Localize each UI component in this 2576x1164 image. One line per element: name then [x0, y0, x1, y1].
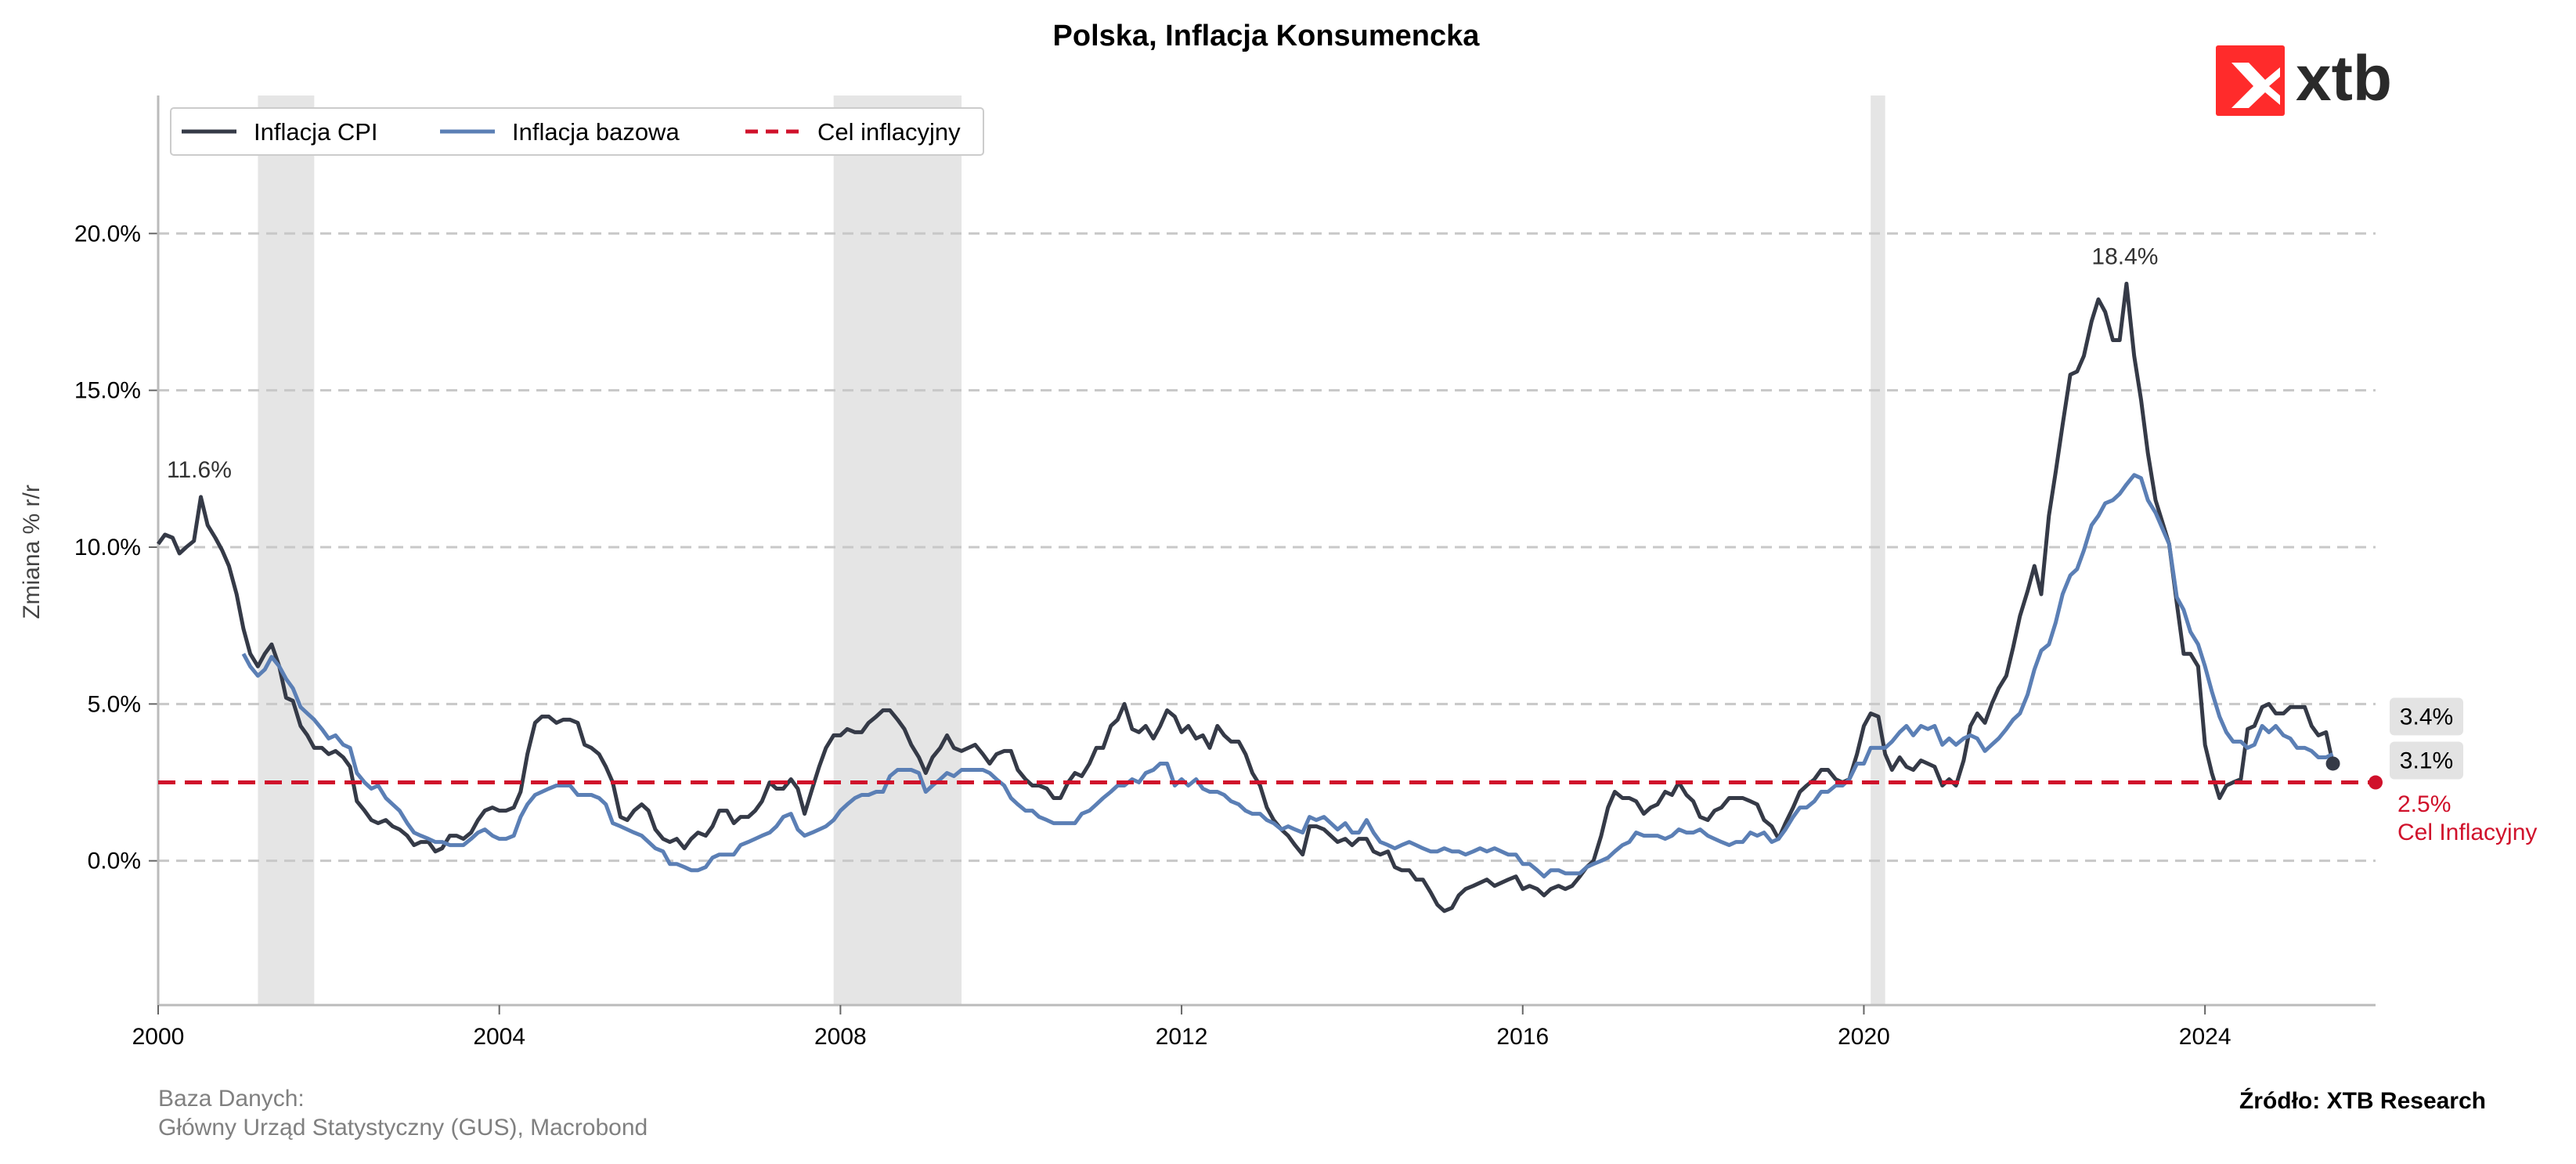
- legend-box: [170, 107, 984, 156]
- xtb-logo: xtb: [2216, 43, 2392, 116]
- legend-label-2: Inflacja bazowa: [512, 118, 680, 146]
- end-badge-text-2: 3.1%: [2400, 748, 2453, 773]
- shaded-period-1: [833, 95, 962, 1005]
- series-line-1: [156, 281, 2335, 914]
- annotations: 11.6% 18.4%: [167, 243, 2158, 482]
- y-tick-label: 15.0%: [74, 378, 141, 404]
- end-labels: 3.4% 3.1% 2.5% Cel Inflacyjny: [2390, 697, 2537, 845]
- y-axis-label: Zmiana % r/r: [19, 485, 45, 619]
- x-tick-label: 2000: [132, 1024, 185, 1050]
- axes: 0.0% 5.0% 10.0% 15.0% 20.0% 2000 2004 2008 2012 2…: [74, 95, 2376, 1050]
- x-tick-label: 2016: [1496, 1024, 1549, 1050]
- series-line-2: [241, 473, 2334, 879]
- x-tick-label: 2020: [1838, 1024, 1890, 1050]
- y-tick-label: 20.0%: [74, 221, 141, 247]
- peak-annotation-1: 11.6%: [167, 457, 232, 483]
- cpi-end-point: [2325, 756, 2340, 771]
- x-tick-label: 2008: [814, 1024, 867, 1050]
- footer-credit: Źródło: XTB Research: [2239, 1087, 2486, 1114]
- y-tick-label: 10.0%: [74, 535, 141, 560]
- peak-annotation-2: 18.4%: [2091, 243, 2158, 269]
- legend-label-3: Cel inflacyjny: [817, 118, 961, 146]
- chart-title: Polska, Inflacja Konsumencka: [1053, 20, 1481, 52]
- x-tick-label: 2004: [473, 1024, 525, 1050]
- x-tick-label: 2012: [1156, 1024, 1208, 1050]
- shaded-periods: [258, 95, 1885, 1005]
- target-name-label: Cel Inflacyjny: [2397, 820, 2537, 845]
- target-end-point: [2369, 775, 2383, 790]
- end-badge-2: [2390, 741, 2463, 780]
- y-tick-label: 0.0%: [88, 849, 141, 874]
- end-badge-text-1: 3.4%: [2400, 704, 2453, 730]
- shaded-period-2: [1871, 95, 1885, 1005]
- legend-label-1: Inflacja CPI: [254, 118, 378, 146]
- legend: Inflacja CPI Inflacja bazowa Cel inflacyjn…: [170, 107, 984, 156]
- x-tick-label: 2024: [2179, 1024, 2231, 1050]
- end-badge-1: [2390, 697, 2463, 736]
- series-layer: [156, 281, 2383, 914]
- xtb-logo-text: xtb: [2296, 43, 2392, 114]
- footer-source-title: Baza Danych:: [158, 1086, 305, 1112]
- y-tick-label: 5.0%: [88, 691, 141, 717]
- shaded-period-0: [258, 95, 315, 1005]
- target-value-label: 2.5%: [2397, 791, 2451, 817]
- gridlines: [158, 232, 2376, 863]
- footer-source-detail: Główny Urząd Statystyczny (GUS), Macrobo…: [158, 1115, 648, 1141]
- xtb-logo-x-mark: [2231, 63, 2280, 108]
